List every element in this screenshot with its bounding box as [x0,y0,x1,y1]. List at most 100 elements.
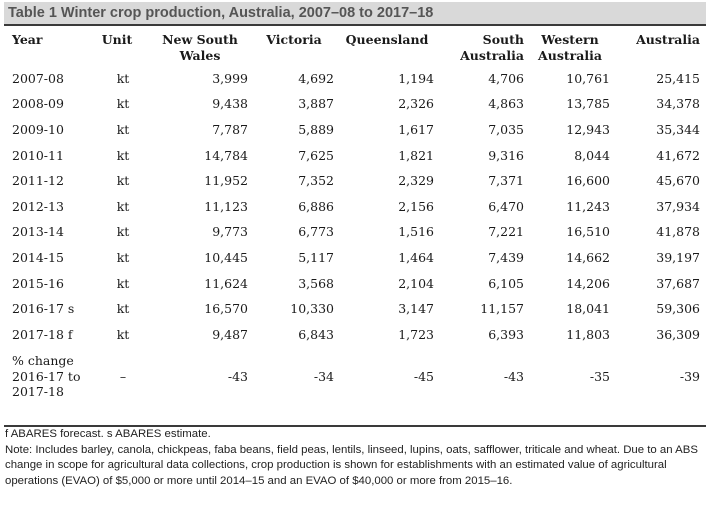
cell-vic: 5,117 [298,249,334,265]
cell-nsw: 16,570 [204,301,248,317]
cell-vic: -34 [313,368,334,384]
header-sa: South Australia [460,32,524,63]
cell-year: 2015-16 [12,275,64,291]
cell-unit: kt [116,301,130,317]
cell-wa: 11,243 [566,198,610,214]
cell-year: 2010-11 [12,147,64,163]
table-row: 2015-16 kt 11,624 3,568 2,104 6,105 14,206 37,6… [4,271,706,297]
cell-aus: 35,344 [656,121,700,137]
cell-nsw: 3,999 [212,70,248,86]
cell-wa: -35 [589,368,610,384]
change-label: % change 2016-17 to 2017-18 [4,348,88,406]
cell-nsw: -43 [227,368,248,384]
cell-wa: 12,943 [566,121,610,137]
cell-sa: 7,221 [488,224,524,240]
cell-qld: 1,194 [398,70,434,86]
cell-unit: kt [116,173,130,189]
cell-unit: kt [116,96,130,112]
cell-qld: 1,617 [398,121,434,137]
cell-unit: kt [116,275,130,291]
table-body: 2007-08 kt 3,999 4,692 1,194 4,706 10,761 25,41… [4,66,706,406]
table-title-bar: Table 1 Winter crop production, Australi… [4,2,706,26]
cell-year: 2009-10 [12,121,64,137]
change-label-line: % change [12,353,74,369]
cell-aus: 34,378 [656,96,700,112]
table-row: 2016-17 s kt 16,570 10,330 3,147 11,157 18,041… [4,296,706,322]
header-aus: Australia [636,32,700,47]
cell-unit: kt [116,224,130,240]
cell-nsw: 11,123 [204,198,248,214]
cell-qld: 3,147 [398,301,434,317]
cell-aus: 59,306 [656,301,700,317]
cell-unit: kt [116,326,130,342]
cell-nsw: 7,787 [212,121,248,137]
cell-nsw: 11,952 [204,173,248,189]
cell-unit: kt [116,147,130,163]
table-notes: f ABARES forecast. s ABARES estimate. No… [4,425,706,489]
cell-aus: 41,878 [656,224,700,240]
header-nsw: New South Wales [162,32,238,63]
cell-wa: 14,662 [566,249,610,265]
cell-qld: -45 [413,368,434,384]
cell-vic: 6,773 [298,224,334,240]
cell-sa: 4,863 [488,96,524,112]
cell-sa: 7,439 [488,249,524,265]
cell-year: 2017-18 f [12,326,73,342]
cell-wa: 16,600 [566,173,610,189]
cell-qld: 1,516 [398,224,434,240]
cell-unit: kt [116,198,130,214]
table-row: 2009-10 kt 7,787 5,889 1,617 7,035 12,943 35,34… [4,117,706,143]
cell-sa: 11,157 [480,301,524,317]
cell-vic: 7,625 [298,147,334,163]
cell-aus: 45,670 [656,173,700,189]
cell-wa: 11,803 [566,326,610,342]
cell-wa: 14,206 [566,275,610,291]
cell-vic: 6,843 [298,326,334,342]
cell-wa: 8,044 [574,147,610,163]
cell-year: 2016-17 s [12,301,75,317]
cell-aus: 25,415 [656,70,700,86]
table-row: 2014-15 kt 10,445 5,117 1,464 7,439 14,662 39,1… [4,245,706,271]
header-row: Year Unit New South Wales Victoria Queen… [4,32,706,66]
cell-vic: 10,330 [290,301,334,317]
cell-sa: 6,105 [488,275,524,291]
cell-vic: 5,889 [298,121,334,137]
cell-unit: kt [116,121,130,137]
table-row: 2010-11 kt 14,784 7,625 1,821 9,316 8,044 41,67… [4,143,706,169]
table-row: 2012-13 kt 11,123 6,886 2,156 6,470 11,243 37,9… [4,194,706,220]
cell-nsw: 9,438 [212,96,248,112]
cell-aus: 41,672 [656,147,700,163]
header-year: Year [12,32,43,47]
cell-year: 2013-14 [12,224,64,240]
cell-wa: 18,041 [566,301,610,317]
cell-vic: 4,692 [298,70,334,86]
cell-sa: -43 [503,368,524,384]
cell-year: 2007-08 [12,70,64,86]
cell-aus: 39,197 [656,249,700,265]
cell-wa: 16,510 [566,224,610,240]
cell-aus: 37,934 [656,198,700,214]
cell-year: 2011-12 [12,173,64,189]
cell-sa: 9,316 [488,147,524,163]
cell-aus: -39 [679,368,700,384]
cell-sa: 7,371 [488,173,524,189]
table-row: 2013-14 kt 9,773 6,773 1,516 7,221 16,510 41,87… [4,220,706,246]
cell-year: 2014-15 [12,249,64,265]
table-header: Year Unit New South Wales Victoria Queen… [4,32,706,66]
legend-note: f ABARES forecast. s ABARES estimate. [5,428,211,440]
percent-change-row: % change 2016-17 to 2017-18 – -43 -34 -4… [4,348,706,406]
cell-qld: 1,821 [398,147,434,163]
cell-vic: 3,887 [298,96,334,112]
cell-nsw: 10,445 [204,249,248,265]
cell-qld: 1,464 [398,249,434,265]
table-row: 2007-08 kt 3,999 4,692 1,194 4,706 10,761 25,41… [4,66,706,92]
table-row: 2008-09 kt 9,438 3,887 2,326 4,863 13,785 34,37… [4,92,706,118]
cell-qld: 2,326 [398,96,434,112]
header-vic: Victoria [266,32,322,47]
cell-year: 2008-09 [12,96,64,112]
cell-unit: kt [116,70,130,86]
cell-aus: 37,687 [656,275,700,291]
cell-wa: 13,785 [566,96,610,112]
table-row: 2017-18 f kt 9,487 6,843 1,723 6,393 11,803 36,… [4,322,706,348]
